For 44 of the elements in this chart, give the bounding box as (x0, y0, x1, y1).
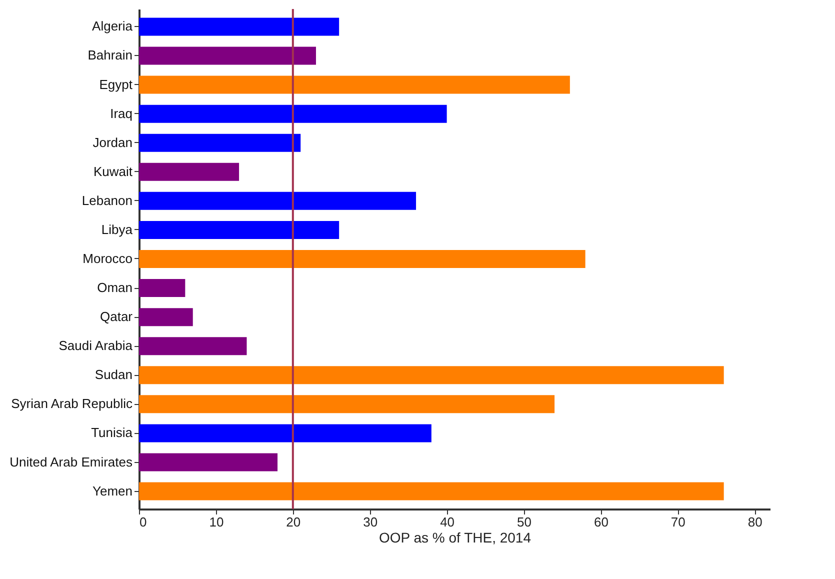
y-tick-label: Saudi Arabia (58, 338, 134, 354)
y-tick-label: Bahrain (88, 48, 132, 63)
y-tick-label: United Arab Emirates (10, 454, 133, 470)
x-tick-label: 0 (140, 514, 147, 530)
x-tick-label: 10 (209, 514, 224, 530)
bar (139, 220, 340, 239)
bar (139, 395, 555, 414)
bar (139, 162, 240, 181)
y-tick-label: Tunisia (91, 425, 134, 440)
bar (139, 250, 586, 268)
bar (139, 46, 316, 65)
bar (139, 279, 186, 298)
y-tick-label: Oman (97, 280, 132, 296)
bar (139, 453, 278, 472)
bar (139, 192, 416, 210)
x-tick-label: 50 (517, 514, 532, 530)
x-axis-title: OOP as % of THE, 2014 (378, 530, 532, 546)
bar (139, 104, 447, 123)
y-tick-label: Egypt (99, 76, 133, 92)
bar (139, 482, 724, 500)
bar (139, 337, 247, 356)
y-tick-label: Sudan (94, 367, 132, 382)
x-tick-label: 30 (363, 514, 378, 530)
x-tick-label: 80 (748, 514, 762, 530)
bar (139, 366, 724, 384)
x-tick-label: 70 (670, 514, 686, 530)
y-tick-label: Kuwait (93, 164, 133, 179)
y-tick-label: Yemen (92, 483, 132, 498)
y-tick-label: Morocco (82, 251, 132, 266)
y-tick-label: Lebanon (82, 192, 132, 208)
bar (139, 424, 432, 442)
bar (139, 134, 301, 152)
y-tick-label: Jordan (92, 134, 132, 150)
bar (139, 18, 340, 36)
y-tick-label: Qatar (100, 309, 134, 324)
y-tick-label: Iraq (110, 106, 132, 121)
y-tick-label: Algeria (92, 18, 134, 34)
x-tick-label: 40 (440, 514, 455, 530)
x-tick-label: 20 (286, 514, 301, 530)
y-tick-label: Syrian Arab Republic (11, 396, 133, 412)
bar (139, 308, 193, 326)
x-tick-label: 60 (594, 514, 608, 530)
y-tick-label: Libya (101, 222, 134, 237)
bar (139, 76, 570, 94)
